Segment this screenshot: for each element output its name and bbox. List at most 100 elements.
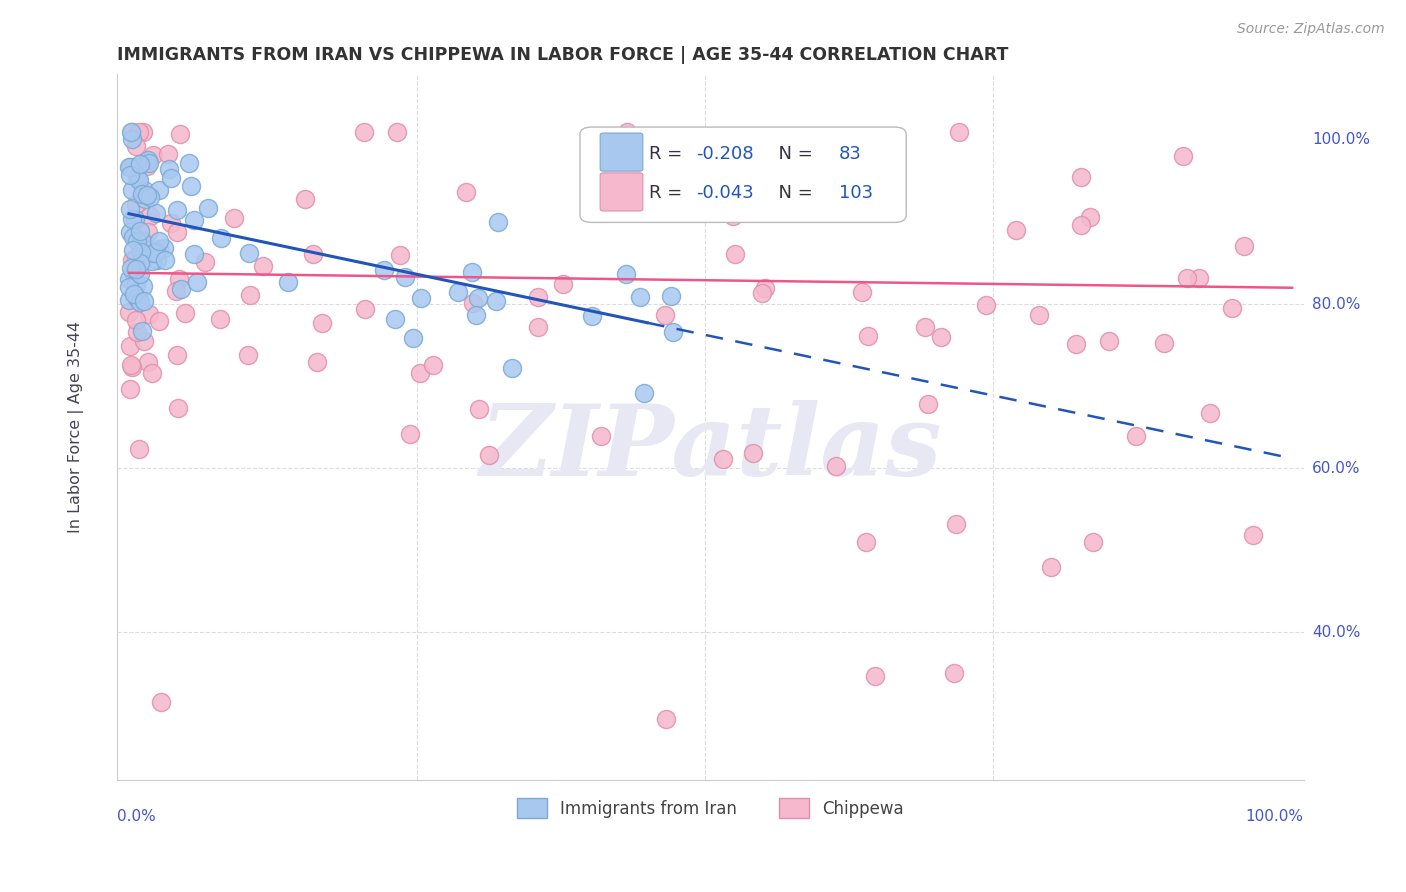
Point [148, 242, 170, 256]
Point [146, 252, 169, 267]
Point [422, 358, 444, 372]
Point [131, 233, 153, 247]
Text: 83: 83 [838, 145, 862, 162]
Point [122, 243, 145, 257]
Point [153, 241, 176, 255]
Point [131, 245, 153, 260]
Point [148, 234, 170, 248]
Point [467, 291, 489, 305]
Point [139, 190, 162, 204]
Point [1125, 429, 1147, 443]
Legend: Immigrants from Iran, Chippewa: Immigrants from Iran, Chippewa [510, 791, 911, 825]
Text: R =: R = [648, 185, 688, 202]
Point [121, 125, 143, 139]
Point [197, 201, 219, 215]
Point [633, 386, 655, 401]
Point [138, 307, 160, 321]
Point [409, 366, 432, 380]
Point [277, 275, 299, 289]
Point [121, 183, 143, 197]
Point [157, 162, 180, 177]
Point [486, 215, 509, 229]
Point [654, 308, 676, 322]
Text: 80.0%: 80.0% [1312, 296, 1360, 311]
Point [166, 225, 188, 239]
Point [122, 286, 145, 301]
Point [143, 246, 166, 260]
Point [160, 170, 183, 185]
Point [131, 278, 153, 293]
Point [131, 186, 153, 201]
Point [148, 314, 170, 328]
Point [239, 287, 262, 301]
Point [165, 284, 187, 298]
Point [129, 156, 152, 170]
Text: IMMIGRANTS FROM IRAN VS CHIPPEWA IN LABOR FORCE | AGE 35-44 CORRELATION CHART: IMMIGRANTS FROM IRAN VS CHIPPEWA IN LABO… [117, 46, 1008, 64]
Point [1175, 271, 1198, 285]
Point [125, 325, 148, 339]
Text: 60.0%: 60.0% [1312, 461, 1361, 475]
Text: N =: N = [768, 145, 813, 162]
Point [456, 185, 478, 199]
Point [252, 259, 274, 273]
Point [125, 313, 148, 327]
Point [128, 267, 150, 281]
Point [460, 265, 482, 279]
Point [135, 246, 157, 260]
Point [160, 216, 183, 230]
Point [180, 179, 202, 194]
Text: R =: R = [648, 145, 688, 162]
Point [131, 324, 153, 338]
Point [131, 235, 153, 249]
Point [478, 448, 501, 462]
Point [917, 397, 939, 411]
Point [1064, 337, 1087, 351]
Point [855, 534, 877, 549]
Point [177, 156, 200, 170]
Point [134, 334, 156, 349]
Point [465, 308, 488, 322]
Text: N =: N = [768, 185, 813, 202]
Point [942, 665, 965, 680]
Point [166, 401, 188, 415]
Point [136, 153, 159, 167]
Point [127, 291, 149, 305]
Text: Source: ZipAtlas.com: Source: ZipAtlas.com [1237, 22, 1385, 37]
Point [398, 427, 420, 442]
Point [183, 213, 205, 227]
Point [1153, 335, 1175, 350]
FancyBboxPatch shape [600, 173, 643, 211]
Point [157, 147, 180, 161]
Point [385, 125, 408, 139]
Point [118, 279, 141, 293]
Point [120, 261, 142, 276]
Point [468, 402, 491, 417]
Text: In Labor Force | Age 35-44: In Labor Force | Age 35-44 [67, 321, 84, 533]
Point [1199, 406, 1222, 420]
Point [238, 246, 260, 260]
Point [614, 267, 637, 281]
Point [945, 516, 967, 531]
Point [118, 272, 141, 286]
Point [135, 188, 157, 202]
Point [394, 269, 416, 284]
Point [485, 293, 508, 308]
Point [129, 224, 152, 238]
Point [929, 330, 952, 344]
Point [118, 161, 141, 175]
Point [1233, 238, 1256, 252]
Point [121, 132, 143, 146]
Point [655, 712, 678, 726]
Point [136, 225, 159, 239]
Point [747, 162, 769, 177]
Point [856, 328, 879, 343]
Point [141, 254, 163, 268]
Point [125, 139, 148, 153]
Point [121, 252, 143, 267]
Point [118, 382, 141, 396]
Point [174, 305, 197, 319]
Point [125, 169, 148, 184]
Point [134, 192, 156, 206]
Point [170, 282, 193, 296]
Point [384, 312, 406, 326]
